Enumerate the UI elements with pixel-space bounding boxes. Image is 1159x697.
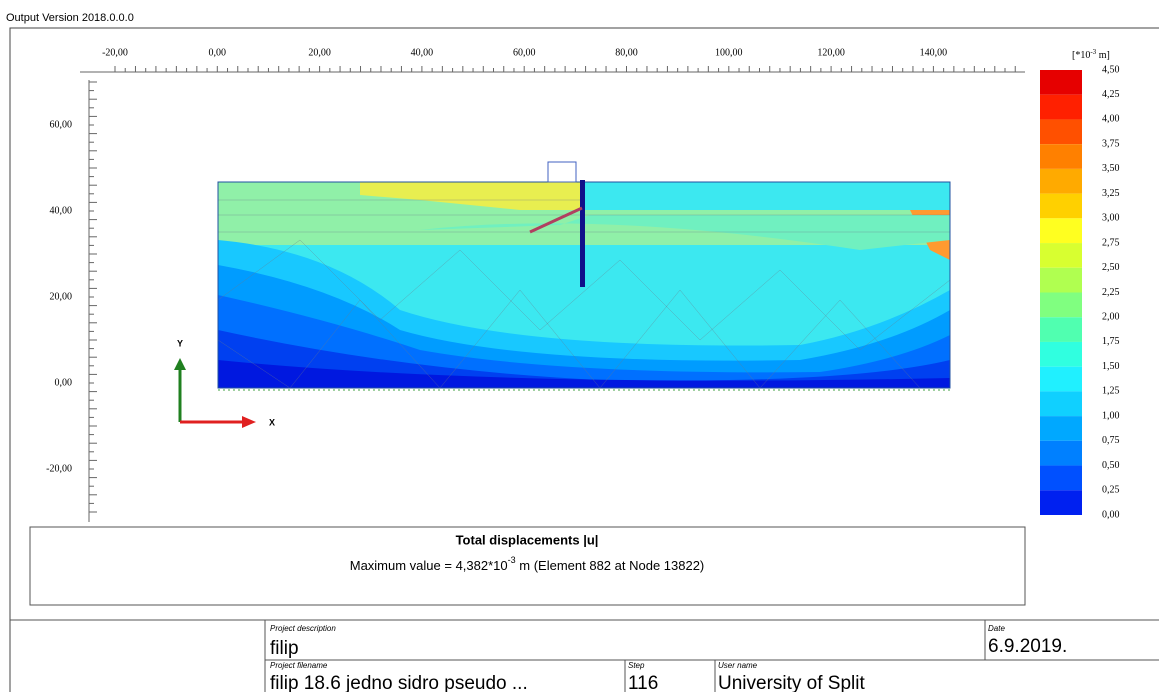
unit-exp: -3: [1090, 48, 1096, 56]
legend-band: [1040, 144, 1082, 169]
x-tick-label: 40,00: [411, 47, 434, 58]
legend-unit: [*10-3 m]: [1072, 48, 1110, 62]
x-axis-name: X: [269, 417, 275, 427]
max-rest: m (Element 882 at Node 13822): [516, 558, 705, 573]
frame: [9, 27, 1159, 697]
legend-label: 3,25: [1102, 188, 1120, 199]
label: Date: [988, 624, 1005, 633]
legend-band: [1040, 465, 1082, 491]
legend-label: 2,50: [1102, 262, 1120, 273]
legend-label: 1,00: [1102, 410, 1120, 421]
version: Output Version 2018.0.0.0: [6, 12, 134, 24]
legend-band: [1040, 243, 1082, 268]
model: Y X: [174, 161, 951, 428]
unit-a: [*10: [1072, 50, 1090, 61]
legend-band: [1040, 317, 1082, 342]
max-text: Maximum value = 4,382*10: [350, 558, 508, 573]
footer: [10, 619, 1159, 692]
legend-band: [1040, 267, 1082, 293]
label: Project description: [270, 624, 336, 633]
legend-label: 4,50: [1102, 64, 1120, 75]
legend-label: 0,75: [1102, 435, 1120, 446]
legend-label: 0,25: [1102, 485, 1120, 496]
legend-band: [1040, 193, 1082, 219]
y-tick-label: 40,00: [50, 205, 73, 216]
label: Project filename: [270, 661, 328, 670]
legend-label: 0,00: [1102, 509, 1120, 520]
max-value: Maximum value = 4,382*10-3 m (Element 88…: [350, 555, 705, 573]
legend-band: [1040, 391, 1082, 417]
label: User name: [718, 661, 758, 670]
x-tick-label: 140,00: [920, 47, 948, 58]
y-tick-label: 20,00: [50, 291, 73, 302]
legend-band: [1040, 168, 1082, 194]
y-axis-name: Y: [177, 338, 183, 348]
legend-band: [1040, 366, 1082, 392]
x-tick-label: 20,00: [308, 47, 331, 58]
legend-band: [1040, 94, 1082, 120]
legend-band: [1040, 70, 1082, 95]
step: 116: [628, 673, 658, 692]
legend-label: 2,75: [1102, 237, 1120, 248]
y-tick-label: 0,00: [55, 377, 73, 388]
y-tick-label: 60,00: [50, 119, 73, 130]
legend-label: 3,50: [1102, 163, 1120, 174]
info-box: [29, 526, 1026, 606]
legend-band: [1040, 440, 1082, 466]
x-tick-label: 60,00: [513, 47, 536, 58]
legend-label: 0,50: [1102, 460, 1120, 471]
legend-label: 3,00: [1102, 213, 1120, 224]
x-tick-label: 80,00: [615, 47, 638, 58]
legend-band: [1040, 218, 1082, 244]
legend-label: 4,00: [1102, 114, 1120, 125]
max-exp: -3: [508, 555, 516, 565]
legend-label: 3,75: [1102, 138, 1120, 149]
legend-label: 2,00: [1102, 312, 1120, 323]
legend-label: 4,25: [1102, 89, 1120, 100]
y-tick-label: -20,00: [46, 463, 72, 474]
x-tick-label: -20,00: [102, 47, 128, 58]
legend-label: 1,75: [1102, 336, 1120, 347]
project-description: filip: [270, 638, 299, 659]
legend-band: [1040, 416, 1082, 441]
unit-b: m]: [1096, 50, 1110, 61]
result-title: Total displacements |u|: [456, 532, 599, 547]
date: 6.9.2019.: [988, 636, 1067, 657]
legend-band: [1040, 292, 1082, 318]
user-name: University of Split: [718, 673, 865, 692]
project-filename: filip 18.6 jedno sidro pseudo ...: [270, 673, 528, 692]
legend-label: 1,50: [1102, 361, 1120, 372]
legend-band: [1040, 490, 1082, 515]
legend-band: [1040, 119, 1082, 145]
legend-label: 1,25: [1102, 386, 1120, 397]
legend-label: 2,25: [1102, 287, 1120, 298]
x-tick-label: 0,00: [209, 47, 227, 58]
legend-band: [1040, 341, 1082, 367]
x-tick-label: 120,00: [817, 47, 845, 58]
x-tick-label: 100,00: [715, 47, 743, 58]
label: Step: [628, 661, 645, 670]
